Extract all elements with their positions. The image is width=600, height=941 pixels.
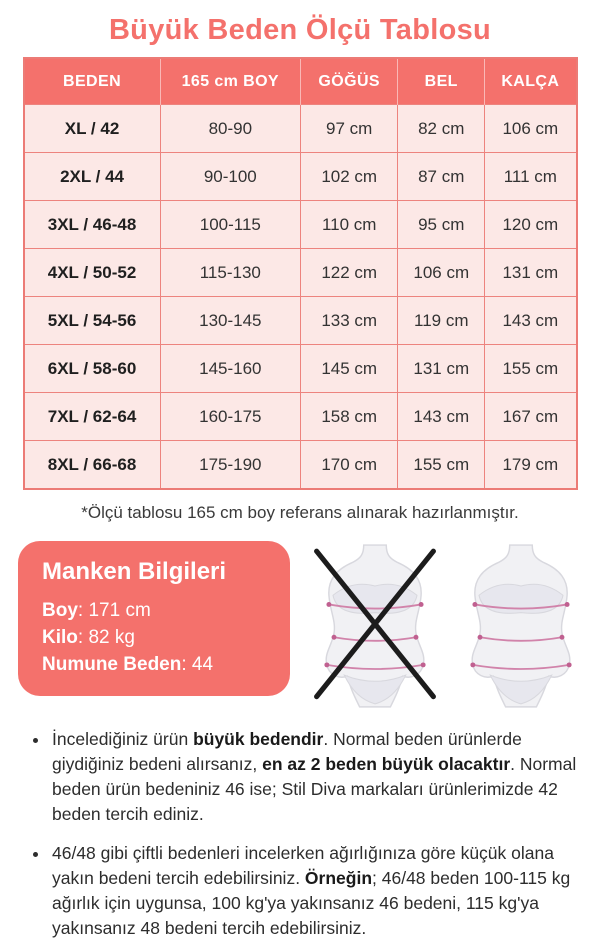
column-header-boy: 165 cm BOY: [159, 58, 301, 105]
model-info-heading: Manken Bilgileri: [42, 558, 227, 585]
header-row: BEDEN 165 cm BOY GÖĞÜS BEL KALÇA: [23, 58, 577, 105]
size-table-body: XL / 42 80-90 97 cm 82 cm 106 cm 2XL / 44 90-1…: [23, 104, 577, 490]
table-row: 4XL / 50-52 115-130 122 cm 106 cm 131 cm: [23, 248, 577, 297]
page-title: Büyük Beden Ölçü Tablosu: [108, 14, 492, 46]
size-cell: 7XL / 62-64: [23, 392, 161, 441]
size-cell: 2XL / 44: [23, 152, 161, 201]
table-row: 2XL / 44 90-100 102 cm 87 cm 111 cm: [23, 152, 577, 201]
measurement-cell: 80-90: [159, 104, 302, 153]
column-header-beden: BEDEN: [23, 58, 161, 105]
measurement-cell: 143 cm: [397, 392, 486, 441]
column-header-bel: BEL: [397, 58, 485, 105]
measurement-cell: 158 cm: [300, 392, 399, 441]
measurement-cell: 102 cm: [300, 152, 399, 201]
measurement-cell: 167 cm: [484, 392, 577, 441]
measurement-cell: 133 cm: [300, 296, 399, 345]
model-sample-size-line: Numune Beden: 44: [42, 654, 214, 675]
measurement-cell: 82 cm: [397, 104, 486, 153]
size-cell: 6XL / 58-60: [23, 344, 161, 393]
table-row: 8XL / 66-68 175-190 170 cm 155 cm 179 cm: [23, 440, 577, 490]
table-row: 5XL / 54-56 130-145 133 cm 119 cm 143 cm: [23, 296, 577, 345]
measurement-cell: 119 cm: [397, 296, 486, 345]
measurement-cell: 87 cm: [397, 152, 486, 201]
model-info-section: Manken Bilgileri Boy: 171 cm Kilo: 82 kg…: [0, 541, 600, 711]
measurement-cell: 106 cm: [484, 104, 577, 153]
size-cell: 4XL / 50-52: [23, 248, 161, 297]
fit-figures: [310, 543, 586, 711]
column-header-gogus: GÖĞÜS: [300, 58, 398, 105]
table-row: 7XL / 62-64 160-175 158 cm 143 cm 167 cm: [23, 392, 577, 441]
size-table: BEDEN 165 cm BOY GÖĞÜS BEL KALÇA XL / 42…: [22, 57, 578, 490]
model-height-line: Boy: 171 cm: [42, 600, 151, 621]
plus-size-figure-icon: [456, 543, 586, 711]
measurement-cell: 111 cm: [484, 152, 577, 201]
measurement-cell: 131 cm: [484, 248, 577, 297]
measurement-cell: 179 cm: [484, 440, 577, 490]
measurement-cell: 115-130: [159, 248, 302, 297]
info-bullet-size-up: İncelediğiniz ürün büyük bedendir. Norma…: [50, 727, 578, 827]
size-cell: 8XL / 66-68: [23, 440, 161, 490]
size-chart-page: Büyük Beden Ölçü Tablosu BEDEN 165 cm BO…: [0, 0, 600, 900]
measurement-cell: 175-190: [159, 440, 302, 490]
info-bullets: İncelediğiniz ürün büyük bedendir. Norma…: [30, 727, 578, 941]
table-row: XL / 42 80-90 97 cm 82 cm 106 cm: [23, 104, 577, 153]
column-header-kalca: KALÇA: [484, 58, 577, 105]
measurement-cell: 145 cm: [300, 344, 399, 393]
table-row: 3XL / 46-48 100-115 110 cm 95 cm 120 cm: [23, 200, 577, 249]
model-info-card: Manken Bilgileri Boy: 171 cm Kilo: 82 kg…: [18, 541, 290, 696]
measurement-cell: 110 cm: [300, 200, 399, 249]
table-footnote: *Ölçü tablosu 165 cm boy referans alınar…: [81, 503, 519, 522]
measurement-cell: 130-145: [159, 296, 302, 345]
measurement-cell: 106 cm: [397, 248, 486, 297]
measurement-cell: 90-100: [159, 152, 302, 201]
measurement-cell: 170 cm: [300, 440, 399, 490]
size-cell: 3XL / 46-48: [23, 200, 161, 249]
x-mark-icon: [314, 548, 436, 700]
measurement-cell: 122 cm: [300, 248, 399, 297]
measurement-cell: 100-115: [159, 200, 302, 249]
measurement-cell: 155 cm: [484, 344, 577, 393]
info-bullet-double-sizes: 46/48 gibi çiftli bedenleri incelerken a…: [50, 841, 578, 941]
model-weight-line: Kilo: 82 kg: [42, 627, 135, 648]
measurement-cell: 97 cm: [300, 104, 399, 153]
size-table-header: BEDEN 165 cm BOY GÖĞÜS BEL KALÇA: [23, 58, 577, 105]
crossed-out-slim-figure-icon: [310, 543, 440, 711]
measurement-cell: 95 cm: [397, 200, 486, 249]
measurement-cell: 143 cm: [484, 296, 577, 345]
measurement-cell: 145-160: [159, 344, 302, 393]
measurement-cell: 160-175: [159, 392, 302, 441]
size-cell: XL / 42: [23, 104, 161, 153]
size-cell: 5XL / 54-56: [23, 296, 161, 345]
measurement-cell: 120 cm: [484, 200, 577, 249]
measurement-cell: 155 cm: [397, 440, 486, 490]
measurement-cell: 131 cm: [397, 344, 486, 393]
table-row: 6XL / 58-60 145-160 145 cm 131 cm 155 cm: [23, 344, 577, 393]
